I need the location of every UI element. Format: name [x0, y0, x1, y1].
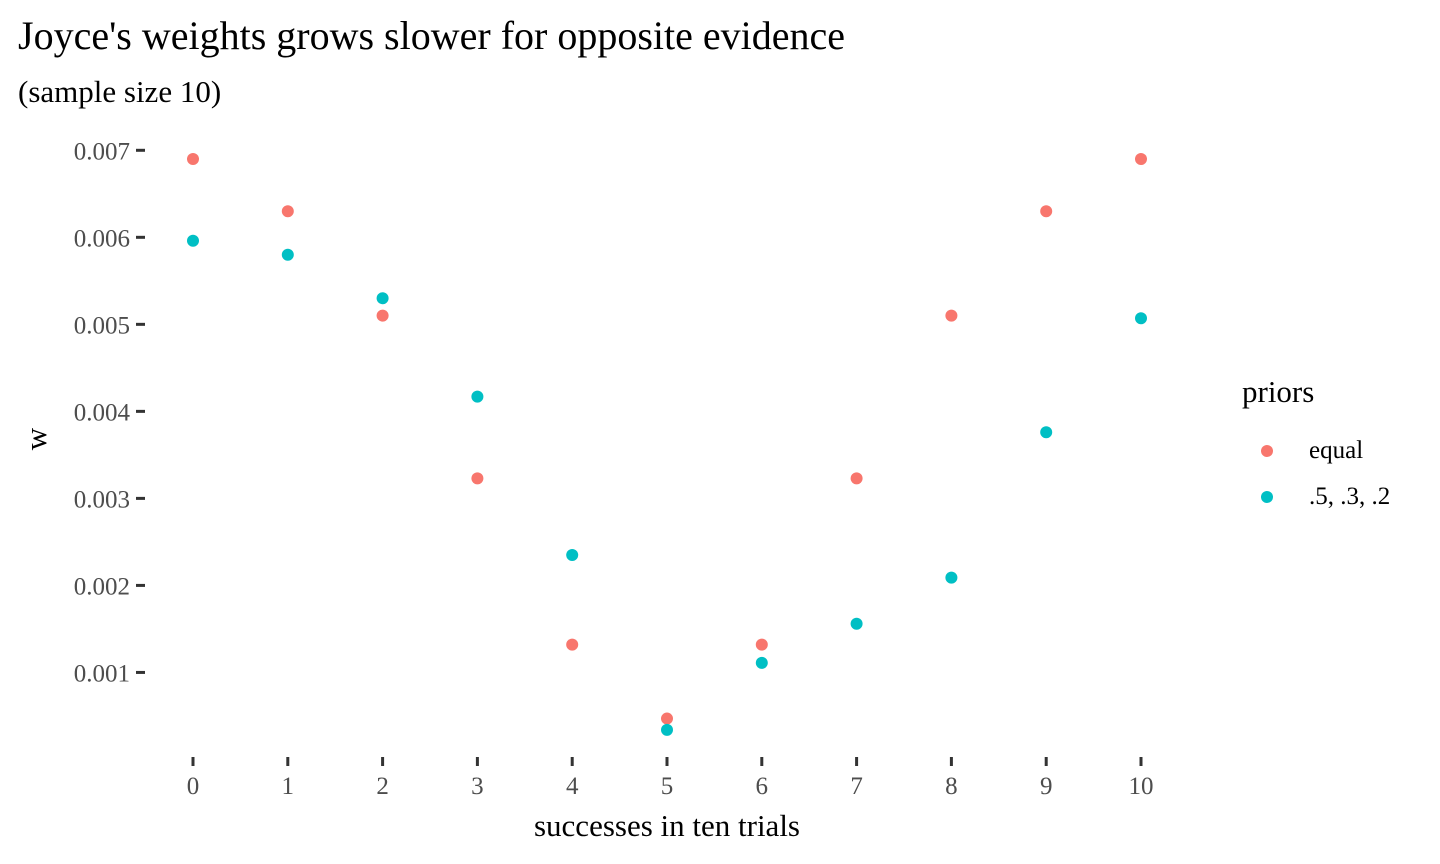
point-series-0 — [755, 638, 768, 651]
y-tick-label: 0.006 — [74, 225, 130, 252]
y-tick-label: 0.003 — [74, 486, 130, 513]
point-series-0 — [376, 309, 389, 322]
legend: priors equal .5, .3, .2 — [1242, 372, 1390, 520]
point-series-0 — [187, 153, 199, 165]
x-tick-label: 0 — [187, 773, 200, 800]
x-axis-title: successes in ten trials — [534, 808, 800, 843]
point-series-1 — [755, 656, 768, 669]
point-series-0 — [281, 205, 294, 218]
point-series-1 — [661, 723, 673, 736]
legend-dot-equal — [1261, 445, 1273, 457]
x-tick-label: 5 — [661, 773, 674, 800]
point-series-1 — [1135, 312, 1147, 325]
legend-dot-532 — [1261, 491, 1273, 503]
point-series-0 — [945, 309, 958, 322]
point-series-1 — [850, 617, 863, 630]
data-points — [187, 153, 1147, 736]
y-axis: 0.001 0.002 0.003 0.004 0.005 0.006 0.007 — [74, 138, 145, 687]
x-tick-label: 2 — [376, 773, 389, 800]
legend-item-equal: equal — [1242, 428, 1390, 474]
point-series-1 — [566, 548, 579, 561]
point-series-1 — [945, 571, 958, 584]
legend-title: priors — [1242, 374, 1315, 409]
x-tick-label: 3 — [471, 773, 484, 800]
point-series-1 — [376, 292, 389, 305]
y-axis-title: w — [18, 427, 53, 450]
chart-title: Joyce's weights grows slower for opposit… — [18, 13, 846, 58]
x-tick-label: 9 — [1040, 773, 1053, 800]
x-tick-label: 4 — [566, 773, 579, 800]
y-tick-label: 0.001 — [74, 660, 130, 687]
point-series-1 — [471, 390, 484, 403]
y-tick-label: 0.004 — [74, 399, 131, 426]
x-tick-label: 1 — [282, 773, 295, 800]
point-series-0 — [566, 638, 579, 651]
point-series-0 — [850, 472, 863, 485]
point-series-1 — [187, 234, 199, 247]
x-tick-label: 6 — [756, 773, 769, 800]
point-series-0 — [471, 472, 484, 485]
legend-item-532: .5, .3, .2 — [1242, 474, 1390, 520]
chart-subtitle: (sample size 10) — [18, 74, 222, 109]
x-axis: 0 1 2 3 4 5 6 7 8 9 10 — [187, 757, 1154, 800]
point-series-1 — [281, 248, 294, 261]
point-series-0 — [1040, 205, 1053, 218]
y-tick-label: 0.002 — [74, 573, 130, 600]
point-series-0 — [661, 712, 673, 725]
x-tick-label: 10 — [1129, 773, 1154, 800]
x-tick-label: 8 — [945, 773, 958, 800]
legend-label-equal: equal — [1309, 437, 1364, 464]
legend-label-532: .5, .3, .2 — [1309, 483, 1391, 510]
y-tick-label: 0.005 — [74, 312, 130, 339]
y-tick-label: 0.007 — [74, 138, 130, 165]
point-series-0 — [1135, 153, 1147, 165]
x-tick-label: 7 — [850, 773, 863, 800]
point-series-1 — [1040, 426, 1053, 439]
